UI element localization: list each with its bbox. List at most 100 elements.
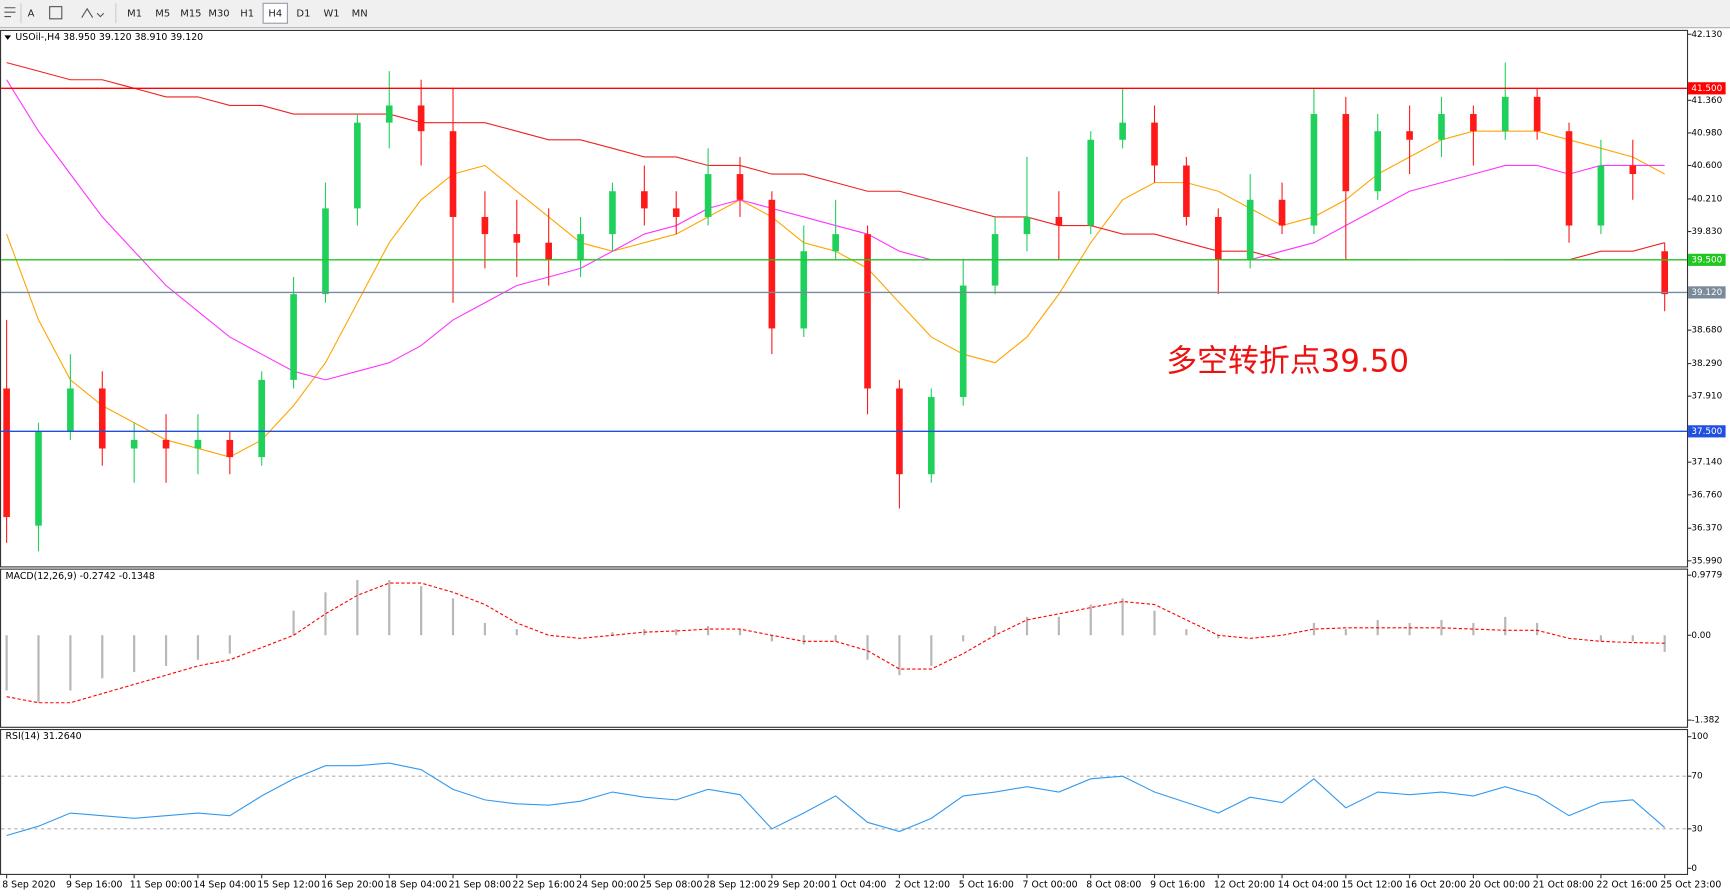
menu-icon[interactable] [4,7,16,18]
active-timeframe [262,2,288,24]
candle-body [194,439,202,449]
candle-body [35,431,42,526]
x-tick-label: 16 Sep 20:00 [321,879,384,890]
y-tick-label: 40.600 [1691,161,1722,171]
candle-body [1342,114,1350,192]
price-level-label: 39.500 [1691,255,1722,265]
chart-area: 42.130 41.360 40.980 40.600 40.210 39.830 38.6… [0,29,1726,890]
y-tick-label: 37.910 [1691,392,1722,402]
y-tick-label: 0 [1691,864,1697,874]
candle-body [672,208,680,217]
x-tick-label: 8 Sep 2020 [2,879,55,890]
x-tick-label: 11 Sep 00:00 [130,879,193,890]
candle-body [449,131,457,217]
candle-body [1374,131,1382,192]
x-tick-label: 22 Oct 16:00 [1596,879,1657,890]
candle-body [1597,165,1605,226]
x-tick-label: 7 Oct 00:00 [1023,879,1078,890]
candle-body [1214,216,1222,260]
y-tick-label: -1.382 [1691,716,1719,726]
x-tick-label: 14 Oct 04:00 [1278,879,1339,890]
x-tick-label: 29 Sep 20:00 [767,879,830,890]
label-tool[interactable] [49,6,63,20]
price-level-tag [1688,286,1726,299]
price-level-label: 39.120 [1691,288,1722,298]
price-level-tag [1688,82,1726,95]
candle-body [1501,96,1509,132]
x-tick-label: 20 Oct 00:00 [1469,879,1530,890]
panel-frame [0,568,1689,728]
timeframe-bar: M1 M5 M15 M30 H1 H4 D1 W1 MN [127,2,368,24]
candle-body [768,199,776,329]
x-tick-label: 28 Sep 12:00 [704,879,767,890]
panel-frame [0,728,1689,875]
candle-body [577,234,584,260]
x-tick-label: 12 Oct 20:00 [1214,879,1275,890]
x-tick-label: 22 Sep 16:00 [512,879,575,890]
y-tick-label: 41.360 [1691,96,1722,106]
x-tick-label: 18 Sep 04:00 [385,879,448,890]
shapes-tool[interactable] [81,7,105,18]
timeframe-button[interactable]: M1 [127,8,142,19]
candle-body [1119,122,1126,140]
candle-body [832,234,839,252]
x-tick-label: 14 Sep 04:00 [194,879,257,890]
timeframe-button[interactable]: M15 [180,8,201,19]
timeframe-button[interactable]: H4 [268,8,282,19]
candle-body [67,388,74,432]
candle-body [1183,165,1190,217]
timeframe-button[interactable]: MN [352,8,368,19]
timeframe-button[interactable]: M30 [208,8,229,19]
text-tool[interactable]: A [28,8,35,19]
y-tick-label: 0.00 [1691,631,1711,641]
candle-body [1629,165,1637,175]
timeframe-button[interactable]: D1 [296,8,310,19]
candle-body [609,191,616,235]
x-tick-label: 2 Oct 12:00 [895,879,950,890]
candle-body [513,234,521,243]
candle-body [545,242,552,260]
candle-body [1278,199,1286,226]
timeframe-button[interactable]: M5 [155,8,170,19]
x-tick-label: 15 Oct 12:00 [1341,879,1402,890]
panel-frame [0,29,1689,568]
candle-body [800,251,808,329]
candle-body [1087,139,1095,226]
candle-body [322,208,329,295]
candle-body [417,105,425,132]
candle-body [98,388,106,449]
y-tick-label: 39.830 [1691,227,1722,237]
y-tick-label: 70 [1691,772,1703,782]
toolbar [0,0,1730,28]
x-tick-label: 25 Oct 23:00 [1660,879,1721,890]
y-tick-label: 35.990 [1691,556,1722,566]
candle-body [1438,114,1445,140]
candle-body [1055,216,1063,226]
collapse-arrow [4,35,12,40]
toolbar-icons: A [4,3,117,24]
candle-body [1565,131,1573,226]
candle-body [736,174,744,200]
x-tick-label: 16 Oct 20:00 [1405,879,1466,890]
x-tick-label: 1 Oct 04:00 [831,879,886,890]
price-level-tag [1688,253,1726,266]
panel-title: MACD(12,26,9) -0.2742 -0.1348 [6,571,155,582]
price-level-tag [1688,425,1726,438]
candle-body [1310,114,1318,226]
timeframe-button[interactable]: H1 [240,8,254,19]
candle-body [1533,96,1541,132]
candle-body [641,191,648,209]
candle-body [704,174,712,217]
candle-body [1661,251,1668,295]
timeframe-button[interactable]: W1 [323,8,339,19]
candle-body [1151,122,1158,166]
price-level-label: 37.500 [1691,427,1722,437]
x-tick-label: 9 Sep 16:00 [66,879,123,890]
candle-body [162,439,170,449]
rsi-line [6,762,1666,837]
candle-body [927,397,935,475]
candle-body [864,234,871,389]
y-tick-label: 36.760 [1691,490,1722,500]
